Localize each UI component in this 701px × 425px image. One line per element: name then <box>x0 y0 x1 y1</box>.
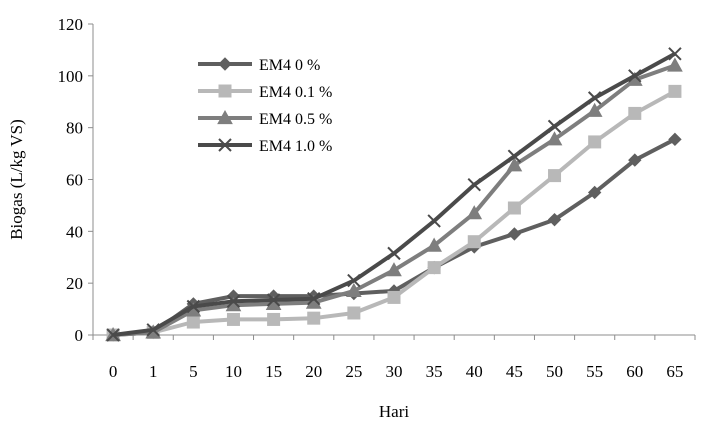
data-point-triangle <box>386 262 402 277</box>
x-axis-title: Hari <box>379 402 409 421</box>
data-point-triangle <box>466 205 483 220</box>
legend-label: EM4 0.1 % <box>259 84 332 101</box>
x-tick-label: 5 <box>189 362 198 381</box>
x-tick-label: 1 <box>149 362 158 381</box>
x-tick-label: 60 <box>626 362 643 381</box>
legend-marker-diamond <box>218 57 232 71</box>
data-point-x <box>587 91 602 105</box>
data-point-triangle <box>426 237 442 252</box>
y-axis-title: Biogas (L/kg VS) <box>7 119 26 240</box>
series-2 <box>106 84 682 342</box>
legend-marker-triangle <box>217 109 233 125</box>
data-point-square <box>347 306 361 320</box>
x-tick-label: 40 <box>466 362 483 381</box>
data-point-square <box>307 311 321 325</box>
data-point-diamond <box>547 212 562 227</box>
data-point-triangle <box>346 282 362 298</box>
legend-label: EM4 0.5 % <box>259 111 332 128</box>
legend-item: EM4 0.5 % <box>198 109 332 128</box>
series-4 <box>106 47 682 342</box>
legend-item: EM4 1.0 % <box>198 138 332 155</box>
data-point-diamond <box>507 227 522 241</box>
data-point-x <box>387 246 401 261</box>
legend-item: EM4 0.1 % <box>198 84 332 101</box>
legend-label: EM4 1.0 % <box>259 138 332 155</box>
data-point-x <box>106 328 120 342</box>
y-tick-label: 20 <box>66 274 83 293</box>
y-tick-label: 80 <box>66 119 83 138</box>
data-point-x <box>628 69 642 83</box>
data-point-square <box>226 312 240 326</box>
series-group <box>105 47 683 342</box>
data-point-square <box>387 290 401 304</box>
data-point-square <box>186 315 200 329</box>
data-point-diamond <box>668 132 682 147</box>
data-point-square <box>267 312 281 326</box>
data-point-x <box>347 273 361 288</box>
data-point-triangle <box>506 157 523 172</box>
data-point-square <box>427 261 441 275</box>
legend: EM4 0 % EM4 0.1 % EM4 0.5 % EM4 1.0 % <box>198 57 332 155</box>
data-point-x <box>146 323 160 337</box>
legend-item: EM4 0 % <box>198 57 320 74</box>
data-point-triangle <box>546 131 563 146</box>
data-point-x <box>427 214 441 228</box>
data-point-square <box>467 235 481 249</box>
data-point-triangle <box>586 102 603 117</box>
legend-marker-x <box>218 138 232 152</box>
legend-marker-square <box>218 84 232 98</box>
x-tick-label: 20 <box>305 362 322 381</box>
data-point-x <box>226 294 241 309</box>
data-point-x <box>547 119 562 134</box>
data-point-x <box>186 299 201 314</box>
data-point-x <box>668 47 682 61</box>
y-tick-label: 0 <box>75 326 84 345</box>
y-tick-label: 120 <box>58 15 84 34</box>
y-tick-label: 40 <box>66 222 83 241</box>
legend-label: EM4 0 % <box>259 57 320 74</box>
data-point-diamond <box>628 153 642 167</box>
x-tick-label: 45 <box>506 362 523 381</box>
data-point-x <box>467 177 481 192</box>
data-point-x <box>307 292 321 306</box>
x-tick-label: 25 <box>345 362 362 381</box>
data-point-square <box>628 106 642 120</box>
x-tick-label: 30 <box>386 362 403 381</box>
x-tick-label: 10 <box>225 362 242 381</box>
data-point-square <box>507 201 521 215</box>
x-tick-label: 50 <box>546 362 563 381</box>
data-point-diamond <box>587 185 602 200</box>
x-tick-label: 0 <box>109 362 118 381</box>
data-point-triangle <box>667 57 683 72</box>
data-point-square <box>668 84 682 98</box>
x-tick-label: 65 <box>666 362 683 381</box>
x-tick-label: 35 <box>426 362 443 381</box>
data-point-square <box>548 169 562 183</box>
y-tick-label: 60 <box>66 171 83 190</box>
data-point-x <box>507 149 522 163</box>
x-tick-label: 15 <box>265 362 282 381</box>
x-tick-label: 55 <box>586 362 603 381</box>
data-point-square <box>588 135 602 149</box>
data-point-x <box>266 293 281 307</box>
y-tick-label: 100 <box>58 67 84 86</box>
